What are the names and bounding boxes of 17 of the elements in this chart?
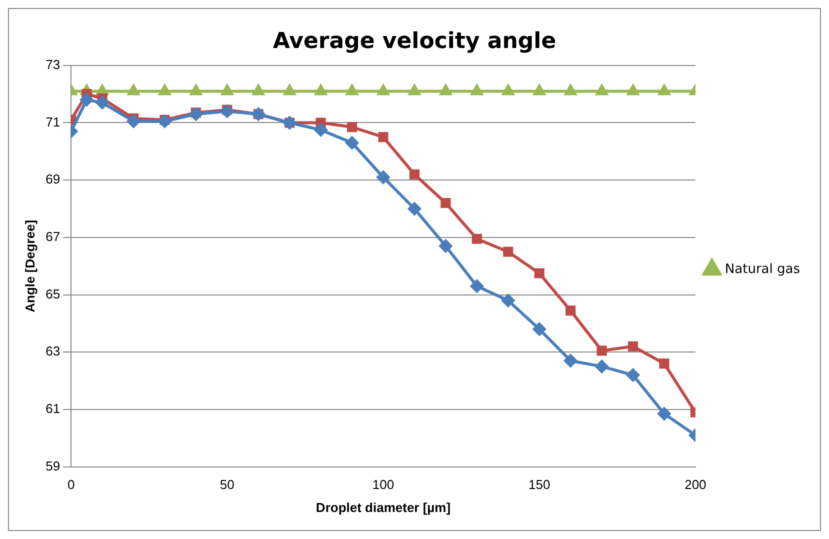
- y-tick-label: 63: [46, 344, 60, 359]
- y-tick-label: 59: [46, 458, 60, 474]
- y-tick-label: 61: [46, 401, 60, 416]
- y-tick-label: 73: [46, 56, 60, 72]
- x-axis-title: Droplet diameter [µm]: [316, 500, 451, 515]
- y-tick-label: 71: [46, 114, 60, 130]
- legend-label: Natural gas: [724, 262, 800, 277]
- x-tick-label: 150: [528, 477, 550, 492]
- y-tick-label: 67: [46, 229, 60, 244]
- y-axis-title: Angle [Degree]: [22, 220, 38, 312]
- chart-title: Average velocity angle: [272, 28, 556, 54]
- x-tick-label: 50: [220, 477, 234, 492]
- x-tick-label: 200: [684, 477, 706, 492]
- y-tick-label: 65: [46, 286, 60, 302]
- x-tick-label: 100: [372, 477, 394, 492]
- y-tick-label: 69: [46, 172, 60, 187]
- x-tick-label: 0: [67, 477, 75, 492]
